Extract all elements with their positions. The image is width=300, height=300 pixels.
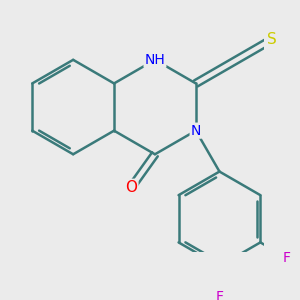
Text: NH: NH: [145, 53, 165, 67]
Text: O: O: [125, 180, 137, 195]
Text: F: F: [283, 251, 291, 265]
Text: N: N: [191, 124, 201, 138]
Text: S: S: [267, 32, 276, 47]
Text: F: F: [215, 290, 223, 300]
